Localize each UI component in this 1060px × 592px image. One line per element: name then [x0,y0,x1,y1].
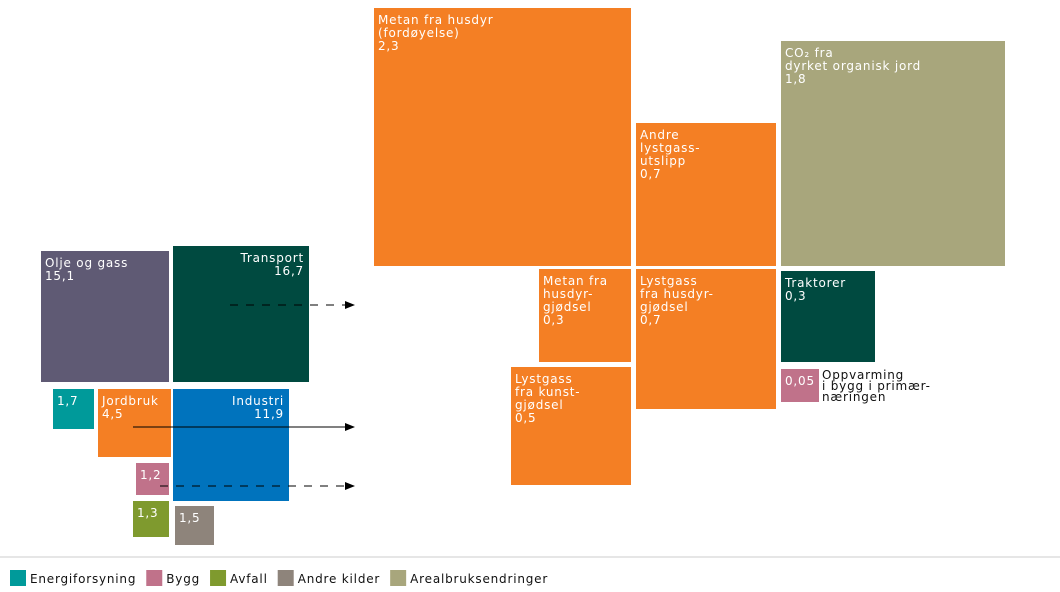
box-label: gjødsel [640,300,688,314]
box-value: 15,1 [45,269,75,283]
box [173,504,216,547]
box-value: 0,7 [640,167,661,181]
outside-label: i bygg i primær- [822,379,931,393]
box-value: 1,3 [137,506,158,520]
box-label: Traktorer [784,276,846,290]
box-value: 1,7 [57,394,78,408]
legend-swatch [390,570,407,586]
legend: Energiforsyning Bygg Avfall Andre kilder Are… [10,570,548,586]
box-value: 0,3 [543,313,564,327]
box-value: 0,3 [785,289,806,303]
box-label: husdyr- [543,287,593,301]
box [171,387,291,503]
box-label: Industri [232,394,284,408]
box-value: 1,8 [785,72,806,86]
box-value: 4,5 [102,407,123,421]
legend-label: Andre kilder [298,572,380,586]
legend-label: Energiforsyning [30,572,136,586]
legend-swatch [146,570,163,586]
box-label: lystgass- [640,141,700,155]
box [51,387,96,431]
box-value: 1,5 [179,511,200,525]
box-label: Lystgass [640,274,698,288]
box-label: Andre [640,128,679,142]
box [634,267,778,411]
legend-label: Avfall [230,572,268,586]
box-label: fra kunst- [515,385,580,399]
box-label: utslipp [640,154,686,168]
legend-label: Bygg [166,572,200,586]
box-label: CO₂ fra [785,46,834,60]
legend-label: Arealbruksendringer [410,572,548,586]
box [634,121,778,268]
outside-label: næringen [822,390,886,404]
box [372,6,633,268]
box [131,499,171,539]
box-value: 1,2 [140,468,161,482]
box [537,267,633,364]
box [39,249,171,384]
box-label: Metan fra husdyr [378,13,493,27]
box-label: fra husdyr- [640,287,714,301]
box-value: 11,9 [254,407,284,421]
box-label: Olje og gass [45,256,128,270]
box-label: Transport [239,251,304,265]
outside-label: Oppvarming [822,368,904,382]
box-value: 2,3 [378,39,399,53]
box-label: Jordbruk [101,394,159,408]
box-label: Lystgass [515,372,573,386]
legend-swatch [10,570,26,586]
box-value: 16,7 [274,264,304,278]
box-label: gjødsel [543,300,591,314]
box [779,367,821,404]
legend-swatch [277,570,294,586]
box-label: gjødsel [515,398,563,412]
box-label: (fordøyelse) [378,26,460,40]
box-label: dyrket organisk jord [785,59,921,73]
box [134,461,171,497]
box [779,269,877,364]
box [779,39,1007,268]
box-label: Metan fra [543,274,608,288]
box [509,365,633,487]
box [171,244,311,384]
box-value: 0,05 [785,374,815,388]
box-value: 0,7 [640,313,661,327]
box-value: 0,5 [515,411,536,425]
legend-swatch [210,570,227,586]
